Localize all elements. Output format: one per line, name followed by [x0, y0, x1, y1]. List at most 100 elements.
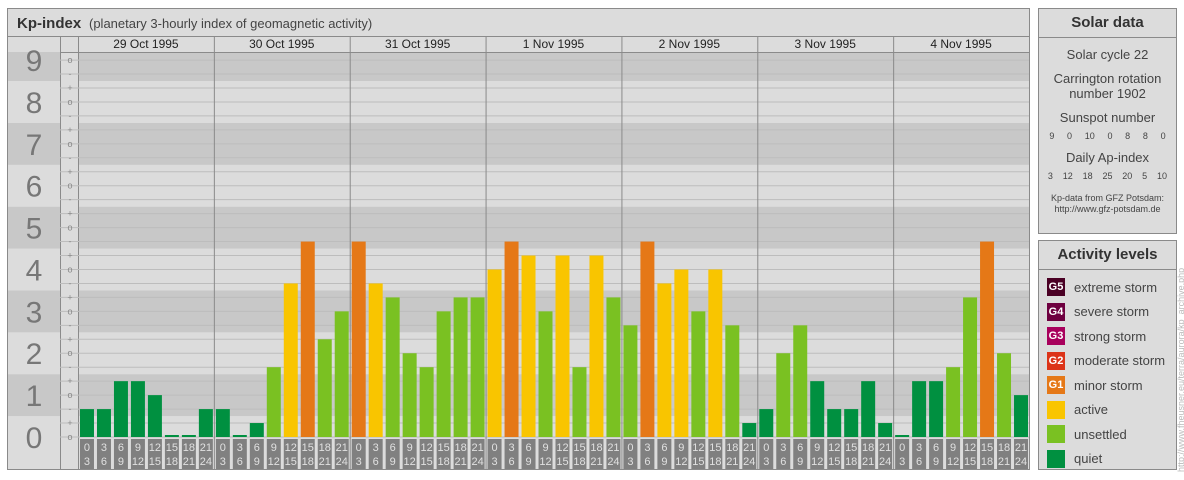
- time-label-box: [215, 439, 230, 469]
- time-label-start: 12: [285, 442, 297, 454]
- kp-bar: [453, 297, 468, 437]
- time-label-box: [674, 439, 689, 469]
- time-label-start: 15: [709, 442, 721, 454]
- source-link[interactable]: http://www.gfz-potsdam.de: [1054, 204, 1161, 214]
- time-label-box: [181, 439, 196, 469]
- kp-minor-label: -: [69, 404, 72, 414]
- time-label-start: 15: [302, 442, 314, 454]
- time-label-start: 6: [797, 442, 803, 454]
- time-label-end: 12: [947, 456, 959, 468]
- time-label-start: 21: [879, 442, 891, 454]
- time-label-end: 15: [285, 456, 297, 468]
- time-label-box: [929, 439, 944, 469]
- legend-swatch: G5: [1047, 278, 1065, 297]
- time-label-box: [776, 439, 791, 469]
- legend-label: strong storm: [1074, 328, 1147, 344]
- kp-bar: [997, 353, 1012, 437]
- kp-minor-label: o: [67, 181, 72, 191]
- kp-bar: [351, 241, 366, 437]
- time-label-box: [334, 439, 349, 469]
- time-label-end: 21: [454, 456, 466, 468]
- time-label-end: 18: [302, 456, 314, 468]
- time-label-start: 3: [373, 442, 379, 454]
- kp-minor-label: -: [69, 278, 72, 288]
- time-label-end: 24: [1015, 456, 1027, 468]
- time-label-end: 24: [607, 456, 619, 468]
- kp-band-label-bg: [8, 81, 60, 123]
- time-label-start: 0: [356, 442, 362, 454]
- time-label-start: 3: [101, 442, 107, 454]
- time-label-end: 6: [101, 456, 107, 468]
- time-label-box: [895, 439, 910, 469]
- kp-minor-label: -: [69, 237, 72, 247]
- time-label-start: 9: [950, 442, 956, 454]
- time-label-start: 9: [678, 442, 684, 454]
- time-label-box: [878, 439, 893, 469]
- time-label-box: [521, 439, 536, 469]
- kp-bar: [487, 269, 502, 437]
- time-label-start: 12: [692, 442, 704, 454]
- carrington-rotation: Carrington rotation number 1902: [1053, 71, 1162, 101]
- time-label-start: 21: [471, 442, 483, 454]
- time-label-start: 6: [390, 442, 396, 454]
- kp-minor-label: o: [67, 264, 72, 274]
- kp-band-label-bg: [8, 332, 60, 375]
- time-label-end: 6: [916, 456, 922, 468]
- kp-band-label-bg: [8, 248, 60, 291]
- legend-item: active: [1039, 398, 1176, 423]
- time-label-box: [487, 439, 502, 469]
- time-label-end: 9: [797, 456, 803, 468]
- time-label-box: [470, 439, 485, 469]
- kp-bar: [385, 297, 400, 437]
- kp-minor-label: +: [67, 167, 72, 177]
- time-label-end: 18: [437, 456, 449, 468]
- time-label-box: [504, 439, 519, 469]
- time-label-end: 3: [899, 456, 905, 468]
- time-label-start: 6: [254, 442, 260, 454]
- time-label-box: [130, 439, 145, 469]
- time-label-box: [606, 439, 621, 469]
- time-label-start: 21: [607, 442, 619, 454]
- time-label-end: 18: [709, 456, 721, 468]
- time-label-box: [453, 439, 468, 469]
- kp-bar: [317, 339, 332, 437]
- time-label-end: 21: [998, 456, 1010, 468]
- legend-item: unsettled: [1039, 422, 1176, 447]
- time-label-box: [368, 439, 383, 469]
- time-label-end: 24: [743, 456, 755, 468]
- time-label-end: 9: [254, 456, 260, 468]
- time-label-end: 3: [492, 456, 498, 468]
- kp-bar: [742, 423, 757, 437]
- time-label-start: 18: [319, 442, 331, 454]
- time-label-box: [402, 439, 417, 469]
- day-label: 30 Oct 1995: [249, 37, 315, 51]
- time-label-start: 0: [763, 442, 769, 454]
- time-label-start: 21: [336, 442, 348, 454]
- kp-major-label: 5: [26, 213, 43, 246]
- legend-swatch: G2: [1047, 351, 1065, 370]
- legend-label: active: [1074, 402, 1108, 418]
- kp-bar: [521, 255, 536, 437]
- time-label-box: [827, 439, 842, 469]
- time-label-box: [232, 439, 247, 469]
- time-label-start: 9: [135, 442, 141, 454]
- time-label-end: 12: [268, 456, 280, 468]
- time-label-box: [80, 439, 94, 469]
- time-label-end: 21: [726, 456, 738, 468]
- time-label-start: 18: [454, 442, 466, 454]
- kp-major-label: 0: [26, 422, 43, 455]
- time-label-end: 24: [200, 456, 212, 468]
- time-label-end: 21: [183, 456, 195, 468]
- legend-label: quiet: [1074, 451, 1103, 467]
- time-label-start: 12: [828, 442, 840, 454]
- time-label-start: 0: [627, 442, 633, 454]
- kp-major-label: 2: [26, 338, 43, 371]
- kp-bar: [708, 269, 723, 437]
- time-label-box: [555, 439, 570, 469]
- kp-bar: [861, 381, 876, 437]
- kp-bar: [402, 353, 417, 437]
- time-label-end: 15: [421, 456, 433, 468]
- solar-cycle: Solar cycle 22: [1066, 47, 1149, 62]
- time-label-end: 12: [539, 456, 551, 468]
- kp-minor-label: o: [67, 223, 72, 233]
